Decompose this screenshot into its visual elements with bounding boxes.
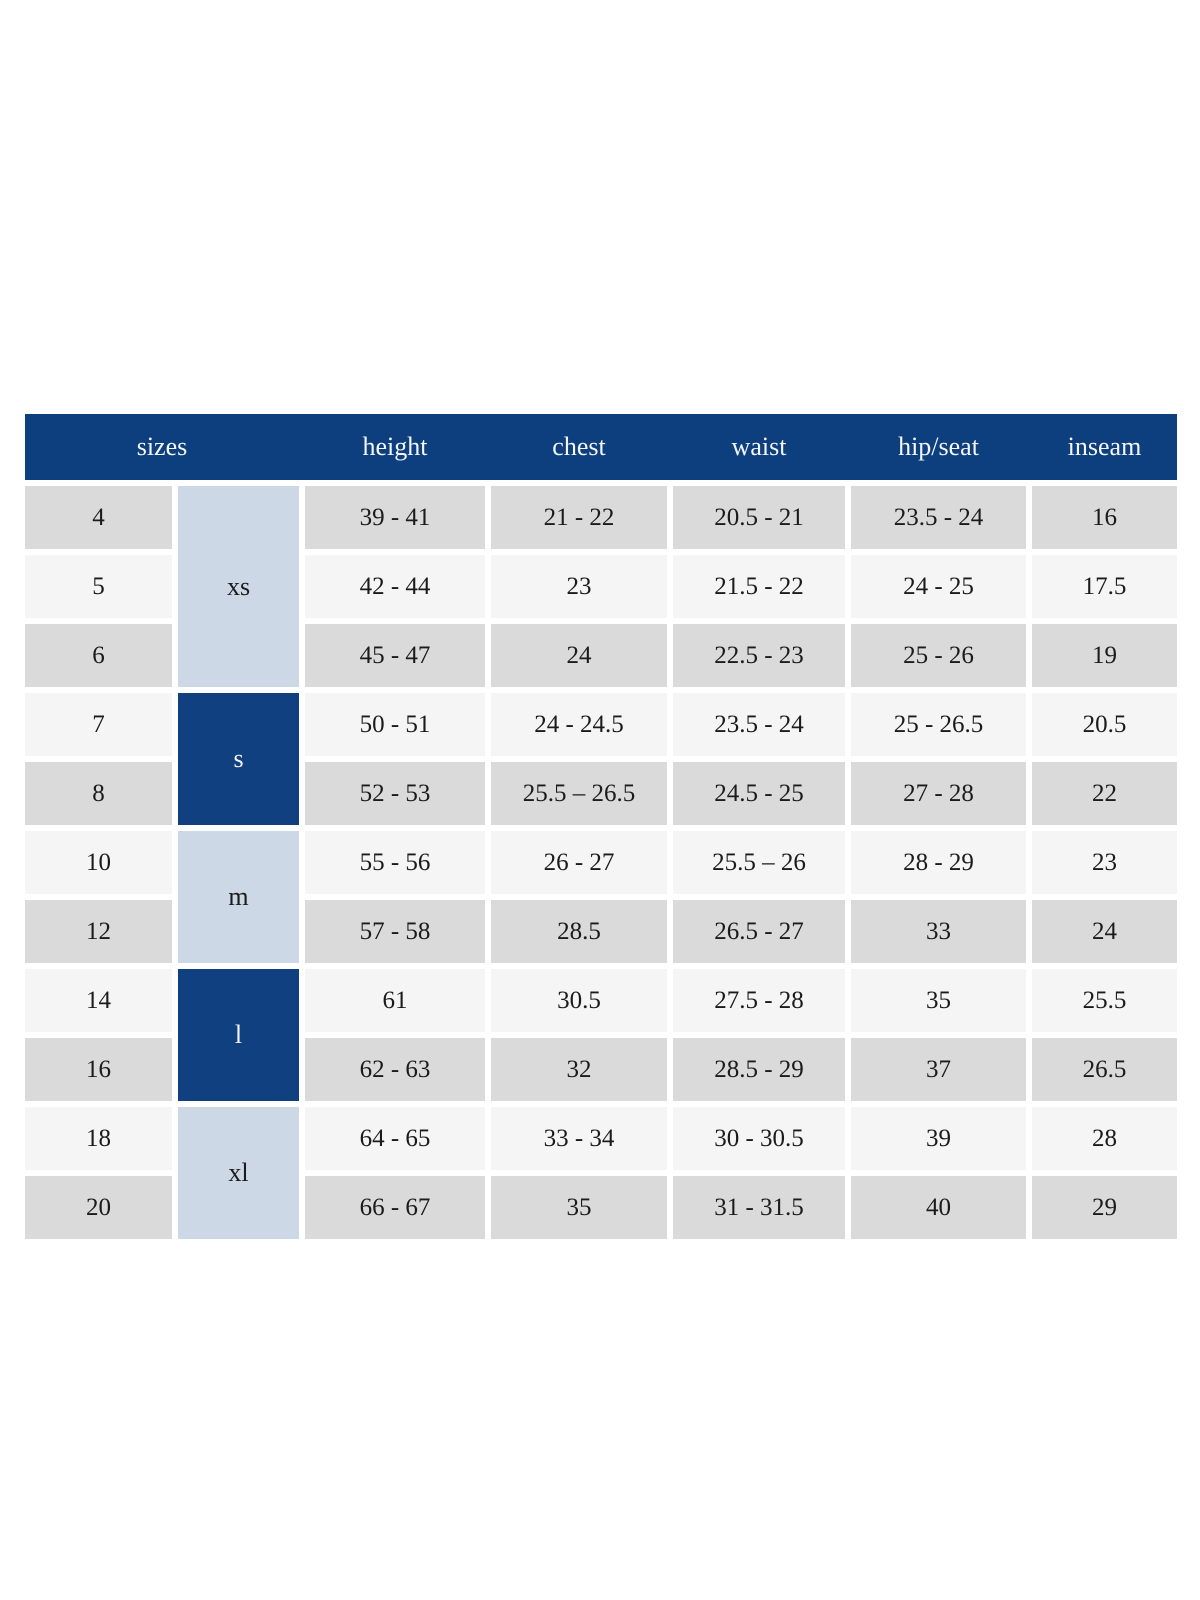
inseam-cell: 26.5 bbox=[1032, 1038, 1177, 1101]
waist-cell: 25.5 – 26 bbox=[673, 831, 845, 894]
hip-seat-cell: 27 - 28 bbox=[851, 762, 1026, 825]
inseam-cell: 25.5 bbox=[1032, 969, 1177, 1032]
size-group-cell: l bbox=[178, 969, 299, 1101]
inseam-cell: 24 bbox=[1032, 900, 1177, 963]
column-header-chest: chest bbox=[552, 432, 606, 461]
hip-seat-cell: 28 - 29 bbox=[851, 831, 1026, 894]
column-header-inseam: inseam bbox=[1067, 432, 1142, 461]
column-header-waist: waist bbox=[731, 432, 787, 461]
hip-seat-cell: 35 bbox=[851, 969, 1026, 1032]
size-number-cell: 6 bbox=[25, 624, 172, 687]
height-cell: 45 - 47 bbox=[305, 624, 485, 687]
inseam-cell: 19 bbox=[1032, 624, 1177, 687]
height-cell: 50 - 51 bbox=[305, 693, 485, 756]
hip-seat-cell: 37 bbox=[851, 1038, 1026, 1101]
chest-cell: 32 bbox=[491, 1038, 667, 1101]
waist-cell: 30 - 30.5 bbox=[673, 1107, 845, 1170]
chest-cell: 24 - 24.5 bbox=[491, 693, 667, 756]
height-cell: 66 - 67 bbox=[305, 1176, 485, 1239]
height-cell: 64 - 65 bbox=[305, 1107, 485, 1170]
inseam-cell: 17.5 bbox=[1032, 555, 1177, 618]
size-group-cell: xl bbox=[178, 1107, 299, 1239]
height-cell: 61 bbox=[305, 969, 485, 1032]
size-chart-table: sizes height chest waist hip/seat inseam… bbox=[25, 414, 1177, 1239]
hip-seat-cell: 24 - 25 bbox=[851, 555, 1026, 618]
size-number-cell: 14 bbox=[25, 969, 172, 1032]
size-number-cell: 8 bbox=[25, 762, 172, 825]
inseam-cell: 20.5 bbox=[1032, 693, 1177, 756]
chest-cell: 23 bbox=[491, 555, 667, 618]
size-group-cell: m bbox=[178, 831, 299, 963]
waist-cell: 23.5 - 24 bbox=[673, 693, 845, 756]
hip-seat-cell: 40 bbox=[851, 1176, 1026, 1239]
chest-cell: 33 - 34 bbox=[491, 1107, 667, 1170]
hip-seat-cell: 33 bbox=[851, 900, 1026, 963]
waist-cell: 20.5 - 21 bbox=[673, 486, 845, 549]
hip-seat-cell: 23.5 - 24 bbox=[851, 486, 1026, 549]
height-cell: 42 - 44 bbox=[305, 555, 485, 618]
chest-cell: 30.5 bbox=[491, 969, 667, 1032]
hip-seat-cell: 39 bbox=[851, 1107, 1026, 1170]
size-number-cell: 18 bbox=[25, 1107, 172, 1170]
hip-seat-cell: 25 - 26 bbox=[851, 624, 1026, 687]
size-number-cell: 12 bbox=[25, 900, 172, 963]
table-header-row: sizes height chest waist hip/seat inseam bbox=[25, 414, 1177, 480]
inseam-cell: 16 bbox=[1032, 486, 1177, 549]
waist-cell: 27.5 - 28 bbox=[673, 969, 845, 1032]
chest-cell: 24 bbox=[491, 624, 667, 687]
size-group-cell: xs bbox=[178, 486, 299, 687]
hip-seat-cell: 25 - 26.5 bbox=[851, 693, 1026, 756]
column-header-height: height bbox=[362, 432, 428, 461]
size-number-cell: 20 bbox=[25, 1176, 172, 1239]
height-cell: 57 - 58 bbox=[305, 900, 485, 963]
height-cell: 39 - 41 bbox=[305, 486, 485, 549]
size-group-cell: s bbox=[178, 693, 299, 825]
size-number-cell: 10 bbox=[25, 831, 172, 894]
inseam-cell: 23 bbox=[1032, 831, 1177, 894]
waist-cell: 22.5 - 23 bbox=[673, 624, 845, 687]
chest-cell: 25.5 – 26.5 bbox=[491, 762, 667, 825]
size-number-cell: 16 bbox=[25, 1038, 172, 1101]
column-header-hip-seat: hip/seat bbox=[898, 432, 979, 461]
size-number-cell: 7 bbox=[25, 693, 172, 756]
waist-cell: 26.5 - 27 bbox=[673, 900, 845, 963]
height-cell: 62 - 63 bbox=[305, 1038, 485, 1101]
chest-cell: 28.5 bbox=[491, 900, 667, 963]
inseam-cell: 22 bbox=[1032, 762, 1177, 825]
chest-cell: 35 bbox=[491, 1176, 667, 1239]
size-number-cell: 4 bbox=[25, 486, 172, 549]
waist-cell: 24.5 - 25 bbox=[673, 762, 845, 825]
column-header-sizes: sizes bbox=[136, 432, 188, 461]
chest-cell: 21 - 22 bbox=[491, 486, 667, 549]
chest-cell: 26 - 27 bbox=[491, 831, 667, 894]
waist-cell: 31 - 31.5 bbox=[673, 1176, 845, 1239]
size-number-cell: 5 bbox=[25, 555, 172, 618]
inseam-cell: 29 bbox=[1032, 1176, 1177, 1239]
inseam-cell: 28 bbox=[1032, 1107, 1177, 1170]
waist-cell: 28.5 - 29 bbox=[673, 1038, 845, 1101]
waist-cell: 21.5 - 22 bbox=[673, 555, 845, 618]
height-cell: 55 - 56 bbox=[305, 831, 485, 894]
height-cell: 52 - 53 bbox=[305, 762, 485, 825]
